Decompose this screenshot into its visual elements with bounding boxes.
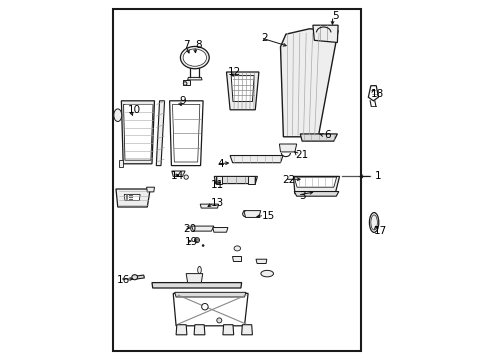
Ellipse shape: [183, 82, 186, 85]
Text: 14: 14: [171, 171, 184, 181]
Polygon shape: [256, 259, 266, 264]
Ellipse shape: [234, 246, 240, 251]
Polygon shape: [247, 176, 254, 184]
Polygon shape: [194, 325, 204, 335]
Polygon shape: [156, 101, 164, 166]
Polygon shape: [123, 104, 153, 160]
Polygon shape: [215, 176, 222, 184]
Polygon shape: [231, 76, 254, 102]
Polygon shape: [176, 325, 186, 335]
Text: 10: 10: [128, 105, 141, 115]
Polygon shape: [230, 156, 283, 163]
Text: 2: 2: [261, 33, 267, 43]
Polygon shape: [244, 211, 260, 217]
Text: 3: 3: [298, 191, 305, 201]
Polygon shape: [118, 160, 123, 167]
Polygon shape: [280, 29, 337, 137]
Polygon shape: [187, 77, 202, 80]
Ellipse shape: [201, 303, 208, 310]
Text: 19: 19: [184, 237, 198, 247]
Polygon shape: [232, 256, 241, 261]
Text: 6: 6: [324, 130, 330, 140]
Ellipse shape: [197, 266, 201, 274]
Polygon shape: [212, 228, 227, 232]
Ellipse shape: [114, 109, 122, 122]
Text: 13: 13: [210, 198, 224, 208]
Ellipse shape: [183, 49, 206, 66]
Polygon shape: [367, 86, 378, 101]
Polygon shape: [186, 274, 203, 283]
Ellipse shape: [368, 212, 378, 233]
Polygon shape: [183, 80, 189, 85]
Ellipse shape: [132, 275, 137, 280]
Polygon shape: [294, 177, 336, 187]
Polygon shape: [146, 187, 154, 192]
Text: 7: 7: [183, 40, 190, 50]
Polygon shape: [121, 101, 154, 164]
Ellipse shape: [260, 270, 273, 277]
Polygon shape: [200, 204, 218, 208]
Polygon shape: [171, 171, 185, 176]
Polygon shape: [241, 325, 252, 335]
Polygon shape: [293, 176, 339, 194]
Polygon shape: [214, 176, 257, 184]
Text: 22: 22: [282, 175, 295, 185]
Text: 11: 11: [210, 180, 224, 190]
Text: 5: 5: [331, 11, 338, 21]
Polygon shape: [191, 226, 213, 231]
Text: 8: 8: [195, 40, 202, 50]
Polygon shape: [226, 72, 258, 110]
Ellipse shape: [216, 318, 222, 323]
Polygon shape: [312, 25, 337, 42]
Text: 4: 4: [217, 159, 224, 169]
Text: 1: 1: [374, 171, 380, 181]
Polygon shape: [279, 144, 296, 152]
Polygon shape: [172, 104, 200, 162]
Polygon shape: [116, 189, 150, 207]
Ellipse shape: [194, 238, 199, 243]
Text: 16: 16: [117, 275, 130, 285]
Ellipse shape: [202, 244, 204, 247]
Text: 18: 18: [370, 89, 384, 99]
Polygon shape: [136, 275, 144, 279]
Ellipse shape: [180, 46, 209, 69]
Polygon shape: [173, 293, 247, 326]
Text: 20: 20: [183, 224, 196, 234]
Polygon shape: [223, 325, 233, 335]
Bar: [113, 9, 361, 351]
Polygon shape: [152, 283, 241, 288]
Polygon shape: [294, 192, 338, 196]
Ellipse shape: [183, 175, 188, 179]
Polygon shape: [300, 134, 337, 141]
Text: 15: 15: [262, 211, 275, 221]
Text: 12: 12: [228, 67, 241, 77]
Polygon shape: [174, 292, 245, 297]
Text: 17: 17: [373, 226, 386, 236]
Ellipse shape: [370, 215, 377, 230]
Text: 9: 9: [179, 96, 185, 106]
Text: 21: 21: [294, 150, 307, 160]
Polygon shape: [124, 194, 140, 201]
Ellipse shape: [195, 239, 198, 242]
Polygon shape: [169, 101, 203, 166]
